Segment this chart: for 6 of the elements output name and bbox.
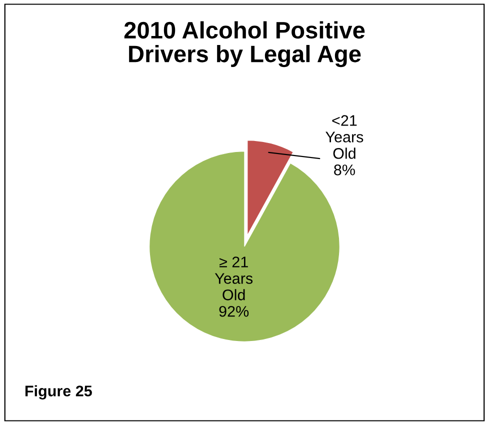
data-label: 92% [219, 306, 249, 317]
data-label: 8% [334, 164, 355, 176]
slice-label: ≥ 21 Years Old [214, 256, 253, 300]
slice-label: <21 Years Old [326, 115, 364, 159]
caption: Figure 25 [25, 385, 92, 400]
chart-title: 2010 Alcohol Positive Drivers by Legal Age [124, 21, 365, 68]
